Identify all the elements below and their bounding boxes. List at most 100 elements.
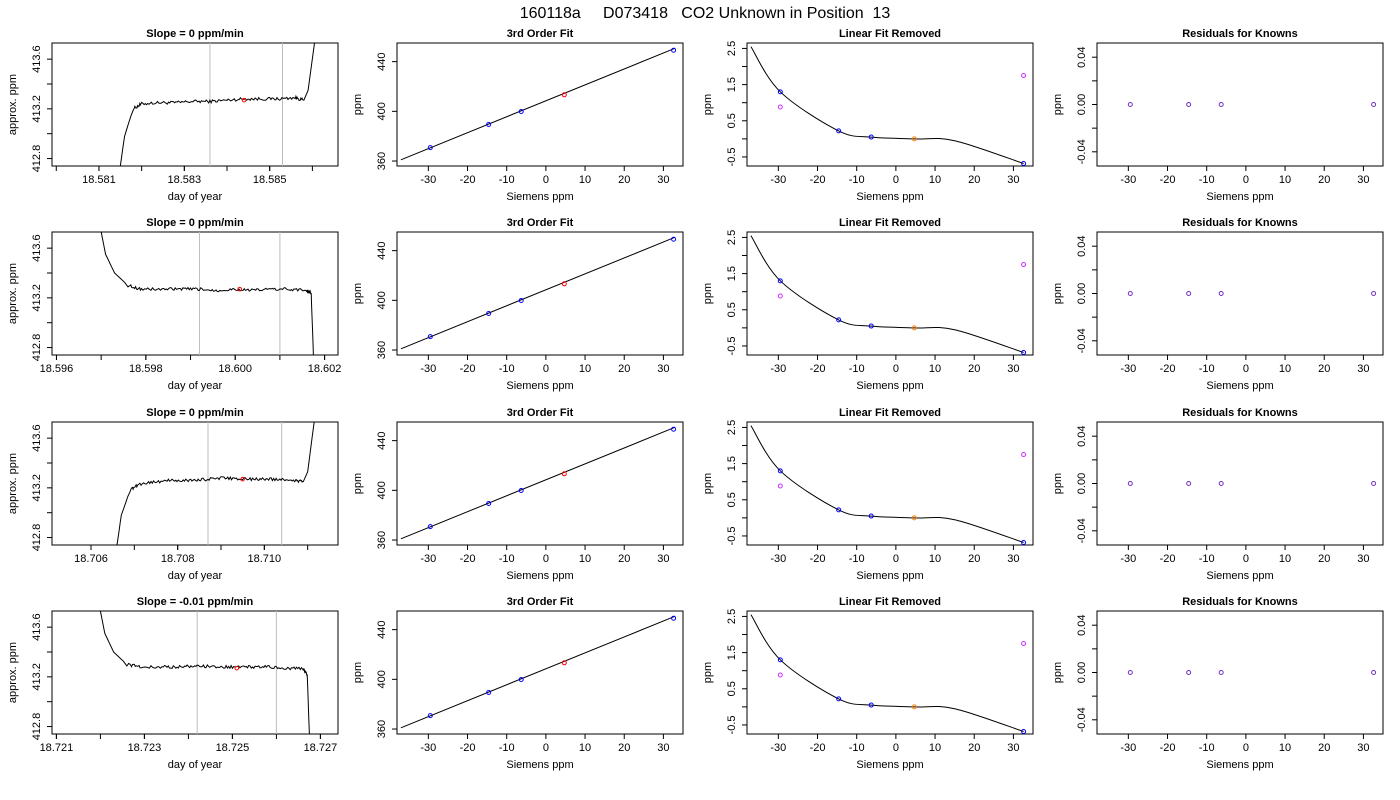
data-point-orange xyxy=(911,136,917,142)
y-tick-label: 1.5 xyxy=(726,266,738,281)
y-tick-label: 412.8 xyxy=(31,145,43,173)
x-tick-label: -20 xyxy=(1160,174,1176,186)
plot-frame xyxy=(51,231,339,356)
panel-title: Slope = -0.01 ppm/min xyxy=(137,596,254,608)
x-tick-label: 20 xyxy=(1318,174,1330,186)
y-tick-label: 1.5 xyxy=(726,645,738,660)
y-tick-label: 0.5 xyxy=(726,681,738,696)
data-point-red xyxy=(561,660,567,666)
x-axis-label: Siemens ppm xyxy=(1206,191,1273,203)
y-axis-label: ppm xyxy=(702,473,714,494)
x-tick-label: 10 xyxy=(1279,363,1291,375)
y-axis-label: approx. ppm xyxy=(7,263,19,324)
y-axis-label: ppm xyxy=(702,283,714,304)
panel-title: Residuals for Knowns xyxy=(1182,407,1298,419)
x-tick-label: 0 xyxy=(893,363,899,375)
y-tick-label: 360 xyxy=(376,720,388,738)
panel-title: Linear Fit Removed xyxy=(839,596,941,608)
y-tick-label: 413.6 xyxy=(31,234,43,262)
panel-title: Residuals for Knowns xyxy=(1182,596,1298,608)
y-tick-label: -0.04 xyxy=(1076,328,1088,353)
panel-r3-c1: 3rd Order Fit Siemens ppm ppm -30 -20 -10 0 10 2… xyxy=(352,596,684,771)
x-tick-label: 30 xyxy=(1357,742,1369,754)
x-axis-label: Siemens ppm xyxy=(856,759,923,771)
x-tick-label: 0 xyxy=(893,174,899,186)
data-point-blue xyxy=(486,690,492,696)
x-tick-label: -30 xyxy=(1120,742,1136,754)
panel-title: Slope = 0 ppm/min xyxy=(146,28,244,40)
data-point-blue xyxy=(518,487,524,493)
data-point-residual xyxy=(1371,291,1377,296)
plot-data xyxy=(400,47,677,161)
x-tick-label: 18.602 xyxy=(308,363,342,375)
x-tick-label: -30 xyxy=(420,174,436,186)
plot-frame xyxy=(746,42,1034,167)
x-tick-label: 0 xyxy=(543,742,549,754)
panel-r2-c3: Residuals for Knowns Siemens ppm ppm -30 -20… xyxy=(1052,407,1384,582)
y-axis-label: ppm xyxy=(352,473,364,494)
y-tick-label: 0.04 xyxy=(1076,235,1088,256)
panel-title: Linear Fit Removed xyxy=(839,407,941,419)
x-tick-label: 20 xyxy=(968,174,980,186)
x-tick-label: 30 xyxy=(1007,363,1019,375)
panel-r1-c0: Slope = 0 ppm/min day of year approx. ppm 1… xyxy=(7,217,341,392)
x-tick-label: 10 xyxy=(579,553,591,565)
x-axis-label: day of year xyxy=(168,570,223,582)
panel-r0-c0: Slope = 0 ppm/min day of year approx. ppm 1… xyxy=(7,28,339,203)
y-tick-label: 413.2 xyxy=(31,95,43,123)
fit-line xyxy=(400,236,676,350)
x-tick-label: 20 xyxy=(618,553,630,565)
x-tick-label: 18.725 xyxy=(216,742,250,754)
x-tick-label: -10 xyxy=(499,742,515,754)
plot-frame xyxy=(51,42,339,167)
figure-title: 160118a D073418 CO2 Unknown in Position … xyxy=(520,5,891,22)
x-tick-label: 10 xyxy=(579,363,591,375)
data-point-red xyxy=(561,471,567,477)
x-tick-label: 18.598 xyxy=(129,363,163,375)
ppm-trace-line xyxy=(99,611,310,734)
plot-data xyxy=(100,232,314,355)
data-point-residual xyxy=(1218,481,1224,486)
data-point-blue xyxy=(1021,728,1027,734)
y-tick-label: -0.04 xyxy=(1076,707,1088,732)
plot-frame xyxy=(746,231,1034,356)
data-point-magenta xyxy=(777,104,783,110)
y-tick-label: 0.5 xyxy=(726,113,738,128)
x-tick-label: -30 xyxy=(770,553,786,565)
x-tick-label: -30 xyxy=(770,363,786,375)
x-tick-label: -30 xyxy=(420,553,436,565)
x-tick-label: 10 xyxy=(929,363,941,375)
plot-data xyxy=(99,611,310,734)
y-tick-label: 440 xyxy=(376,431,388,449)
plot-data xyxy=(119,43,315,166)
x-axis-label: Siemens ppm xyxy=(506,191,573,203)
cubic-fit-curve xyxy=(750,46,1024,164)
data-point-magenta xyxy=(777,293,783,299)
panel-title: 3rd Order Fit xyxy=(507,28,574,40)
y-axis-label: ppm xyxy=(352,94,364,115)
x-tick-label: -30 xyxy=(1120,174,1136,186)
fit-line xyxy=(400,615,676,729)
plot-data xyxy=(1127,481,1377,486)
x-tick-label: 0 xyxy=(543,553,549,565)
y-tick-label: -0.5 xyxy=(726,147,738,166)
x-tick-label: 30 xyxy=(1007,174,1019,186)
data-point-blue xyxy=(1021,349,1027,355)
y-tick-label: 2.5 xyxy=(726,609,738,624)
y-tick-label: 0.00 xyxy=(1076,473,1088,494)
x-tick-label: -20 xyxy=(1160,742,1176,754)
data-point-residual xyxy=(1127,481,1133,486)
x-tick-label: 20 xyxy=(1318,363,1330,375)
x-tick-label: 20 xyxy=(618,363,630,375)
data-point-blue xyxy=(427,524,433,530)
y-tick-label: 400 xyxy=(376,291,388,309)
panel-title: Residuals for Knowns xyxy=(1182,28,1298,40)
data-point-magenta xyxy=(777,483,783,489)
x-axis-label: Siemens ppm xyxy=(1206,570,1273,582)
x-tick-label: 10 xyxy=(929,553,941,565)
plot-frame xyxy=(1096,42,1384,167)
panel-title: Slope = 0 ppm/min xyxy=(146,407,244,419)
x-tick-label: 18.596 xyxy=(40,363,74,375)
x-tick-label: 30 xyxy=(1357,553,1369,565)
mean-marker xyxy=(237,286,242,292)
